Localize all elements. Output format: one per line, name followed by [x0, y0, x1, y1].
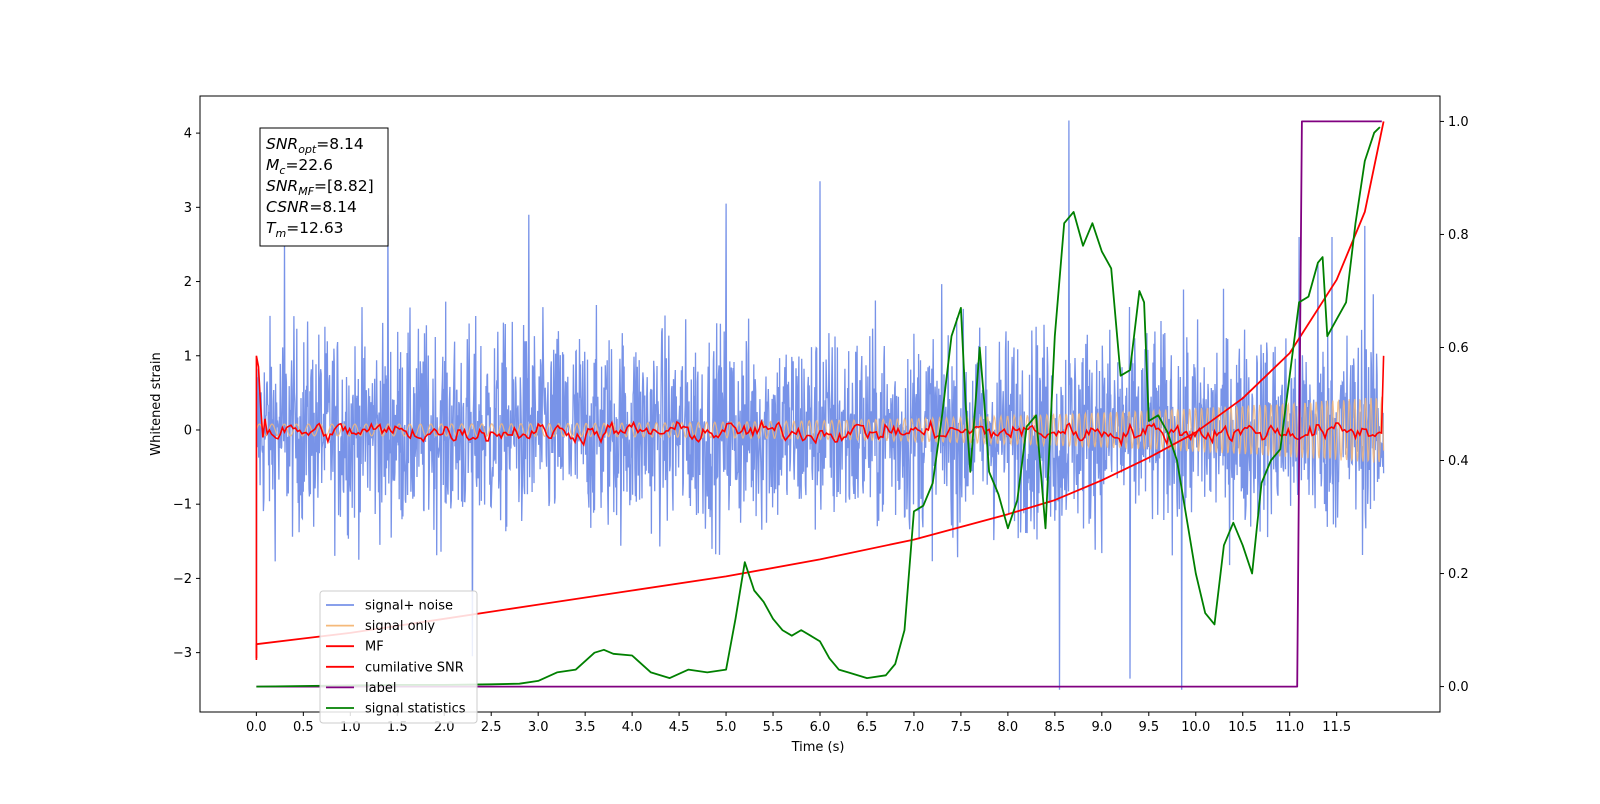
x-tick-label: 8.5 — [1045, 720, 1066, 735]
legend-item-signal-noise: signal+ noise — [326, 599, 453, 614]
legend-item-signal-only: signal only — [326, 619, 435, 634]
legend-item-cumilative-snr: cumilative SNR — [326, 660, 464, 675]
annotation-frame — [259, 127, 389, 247]
y-tick-label: −1 — [173, 498, 192, 513]
stats-annotation: SNRopt=8.14 Mc=22.6 SNRMF=[8.82] CSNR=8.… — [259, 127, 389, 247]
y-tick-label: 1 — [184, 349, 192, 364]
legend-label: signal statistics — [365, 702, 466, 717]
series-label — [256, 120, 1382, 688]
x-axis-label: Time (s) — [791, 740, 845, 755]
x-tick-label: 9.0 — [1091, 720, 1112, 735]
x-tick-label: 6.0 — [810, 720, 831, 735]
x-tick-label: 4.5 — [669, 720, 690, 735]
annotation-csnr: CSNR=8.14 — [266, 198, 357, 216]
x-tick-label: 7.0 — [904, 720, 925, 735]
y2-tick-label: 0.4 — [1448, 454, 1469, 469]
x-tick-label: 1.5 — [387, 720, 408, 735]
axis-layer: 0.0 0.5 1.0 1.5 2.0 2.5 3.0 3.5 4.0 4.5 5.0 5.5 6.0 6… — [173, 115, 1469, 735]
y-tick-label: −2 — [173, 572, 192, 587]
x-tick-label: 4.0 — [622, 720, 643, 735]
x-tick-label: 5.0 — [716, 720, 737, 735]
y2-tick-label: 0.2 — [1448, 567, 1469, 582]
x-tick-label: 6.5 — [857, 720, 878, 735]
series-signal-statistics — [256, 126, 1381, 688]
legend-label: signal+ noise — [365, 599, 453, 614]
y-axis-label: Whitened strain — [149, 352, 164, 455]
x-tick-label: 0.5 — [293, 720, 314, 735]
x-tick-label: 2.5 — [481, 720, 502, 735]
y2-tick-label: 0.0 — [1448, 680, 1469, 695]
legend-label: cumilative SNR — [365, 660, 464, 675]
legend-label: MF — [365, 640, 384, 655]
x-tick-label: 5.5 — [763, 720, 784, 735]
x-tick-label: 9.5 — [1138, 720, 1159, 735]
x-tick-label: 3.0 — [528, 720, 549, 735]
y2-tick-label: 0.8 — [1448, 228, 1469, 243]
y-tick-label: 0 — [184, 423, 192, 438]
x-tick-label: 2.0 — [434, 720, 455, 735]
legend-label: label — [365, 681, 396, 696]
legend-frame — [319, 590, 478, 724]
legend-item-mf: MF — [326, 640, 384, 655]
y-tick-label: 2 — [184, 275, 192, 290]
x-tick-label: 8.0 — [998, 720, 1019, 735]
legend-item-signal-statistics: signal statistics — [326, 702, 466, 717]
y-tick-label: 4 — [184, 127, 192, 142]
series-mf — [255, 355, 1385, 660]
x-tick-label: 10.0 — [1181, 720, 1210, 735]
x-tick-label: 11.5 — [1322, 720, 1351, 735]
legend-label: signal only — [365, 619, 435, 634]
y2-tick-label: 0.6 — [1448, 341, 1469, 356]
annotation-snr-opt: SNRopt=8.14 — [266, 135, 364, 156]
x-tick-label: 0.0 — [246, 720, 267, 735]
x-tick-label: 3.5 — [575, 720, 596, 735]
x-tick-label: 11.0 — [1275, 720, 1304, 735]
y2-tick-label: 1.0 — [1448, 115, 1469, 130]
y-tick-label: 3 — [184, 201, 192, 216]
x-tick-label: 1.0 — [340, 720, 361, 735]
y-tick-label: −3 — [173, 646, 192, 661]
x-tick-label: 10.5 — [1228, 720, 1257, 735]
annotation-tm: Tm=12.63 — [266, 219, 344, 240]
annotation-mc: Mc=22.6 — [266, 156, 333, 177]
legend: signal+ noise signal only MF cumilative SNR… — [319, 590, 478, 724]
legend-item-label: label — [326, 681, 396, 696]
x-tick-label: 7.5 — [951, 720, 972, 735]
annotation-snr-mf: SNRMF=[8.82] — [266, 177, 374, 198]
